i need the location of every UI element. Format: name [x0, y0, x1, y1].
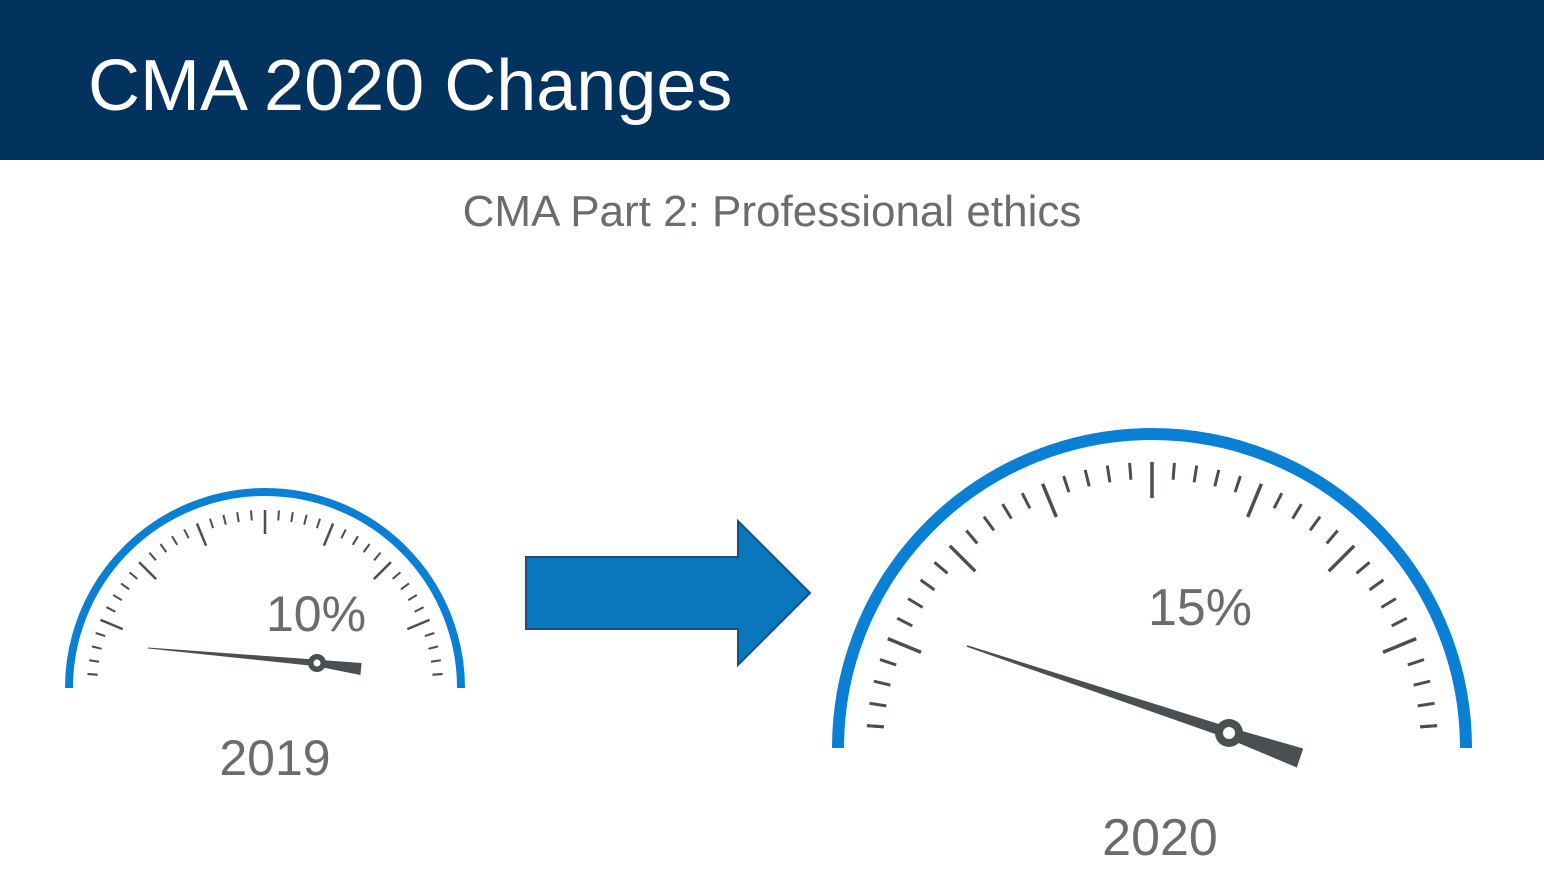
gauge-minor-tick [430, 659, 441, 663]
gauge-minor-tick [1128, 462, 1133, 480]
gauge-minor-tick [1325, 529, 1339, 545]
gauge-major-tick [373, 561, 392, 580]
gauge-major-tick [406, 618, 430, 631]
gauge-minor-tick [965, 529, 979, 545]
gauge-minor-tick [315, 518, 321, 529]
gauge-minor-tick [112, 594, 123, 602]
gauge-minor-tick [1368, 578, 1385, 592]
gauge-minor-tick [414, 606, 425, 613]
gauge-2020-percent-label: 15% [1147, 579, 1253, 637]
gauge-minor-tick [89, 659, 100, 663]
gauge-2020-arc [832, 428, 1472, 749]
gauge-minor-tick [290, 512, 294, 523]
gauge-minor-tick [1020, 492, 1032, 509]
gauge-2019-percent-label: 10% [265, 586, 367, 642]
gauge-minor-tick [171, 535, 179, 546]
gauge-minor-tick [1213, 469, 1221, 487]
gauge-minor-tick [1391, 616, 1408, 628]
gauge-minor-tick [87, 673, 98, 676]
gauge-major-tick [948, 544, 977, 573]
gauge-minor-tick [866, 724, 884, 729]
gauge-minor-tick [250, 510, 253, 521]
gauge-minor-tick [424, 632, 435, 638]
gauge-major-tick [1382, 636, 1417, 654]
gauge-major-tick [195, 523, 208, 547]
gauge-minor-tick [222, 514, 227, 525]
gauge-minor-tick [400, 582, 410, 591]
gauge-2020 [832, 428, 1472, 768]
gauge-minor-tick [362, 543, 371, 553]
gauge-minor-tick [120, 582, 130, 591]
gauge-minor-tick [407, 594, 418, 602]
gauge-minor-tick [1233, 475, 1242, 493]
gauge-minor-tick [879, 658, 897, 667]
slide-title: CMA 2020 Changes [88, 46, 733, 126]
gauge-minor-tick [303, 514, 308, 525]
gauge-major-tick [1327, 544, 1356, 573]
gauge-major-tick [100, 618, 124, 631]
gauge-minor-tick [159, 543, 168, 553]
gauge-minor-tick [432, 673, 443, 676]
gauge-minor-tick [1420, 724, 1438, 729]
gauge-2019-needle [148, 647, 362, 675]
title-bar: CMA 2020 Changes [0, 0, 1544, 160]
gauge-minor-tick [373, 551, 382, 561]
gauge-minor-tick [1171, 462, 1176, 480]
gauge-minor-tick [982, 515, 996, 532]
gauge-2019-pivot-hub [313, 659, 321, 667]
gauge-major-tick [138, 561, 157, 580]
gauge-minor-tick [1417, 701, 1435, 708]
gauge-2019 [65, 488, 465, 689]
gauge-2019-year-label: 2019 [219, 730, 331, 786]
gauge-minor-tick [873, 679, 891, 687]
gauge-major-tick [1246, 483, 1264, 518]
right-arrow-icon [525, 518, 812, 668]
gauge-minor-tick [1105, 465, 1112, 483]
gauge-minor-tick [1192, 465, 1199, 483]
gauge-minor-tick [1272, 492, 1284, 509]
arrow-shape [525, 518, 812, 668]
gauge-minor-tick [277, 510, 280, 521]
gauge-minor-tick [340, 528, 347, 539]
gauge-minor-tick [95, 632, 106, 638]
gauge-minor-tick [209, 518, 215, 529]
gauge-minor-tick [907, 597, 924, 609]
gauge-minor-tick [91, 645, 102, 650]
gauge-minor-tick [236, 512, 240, 523]
gauge-minor-tick [351, 535, 359, 546]
gauge-2020-year-label: 2020 [1102, 809, 1218, 867]
slide-subtitle: CMA Part 2: Professional ethics [462, 187, 1082, 236]
gauge-minor-tick [183, 528, 190, 539]
gauge-2020-pivot-hub [1223, 727, 1235, 739]
gauge-minor-tick [1001, 503, 1013, 520]
gauge-minor-tick [1355, 561, 1371, 575]
gauge-minor-tick [896, 616, 913, 628]
gauge-minor-tick [428, 645, 439, 650]
gauge-minor-tick [128, 571, 138, 580]
gauge-2020-needle [966, 645, 1304, 768]
gauge-minor-tick [1407, 658, 1425, 667]
gauge-minor-tick [869, 701, 887, 708]
gauge-minor-tick [392, 571, 402, 580]
gauge-major-tick [1040, 483, 1058, 518]
gauge-minor-tick [1062, 475, 1071, 493]
gauge-minor-tick [1291, 503, 1303, 520]
gauge-minor-tick [919, 578, 936, 592]
gauge-minor-tick [1413, 679, 1431, 687]
gauge-minor-tick [1308, 515, 1322, 532]
gauge-minor-tick [148, 551, 157, 561]
gauge-minor-tick [105, 606, 116, 613]
gauge-minor-tick [1380, 597, 1397, 609]
gauge-major-tick [887, 636, 922, 654]
gauge-minor-tick [933, 561, 949, 575]
gauge-2019-arc [65, 488, 465, 689]
gauge-minor-tick [1083, 469, 1091, 487]
gauge-major-tick [322, 523, 335, 547]
